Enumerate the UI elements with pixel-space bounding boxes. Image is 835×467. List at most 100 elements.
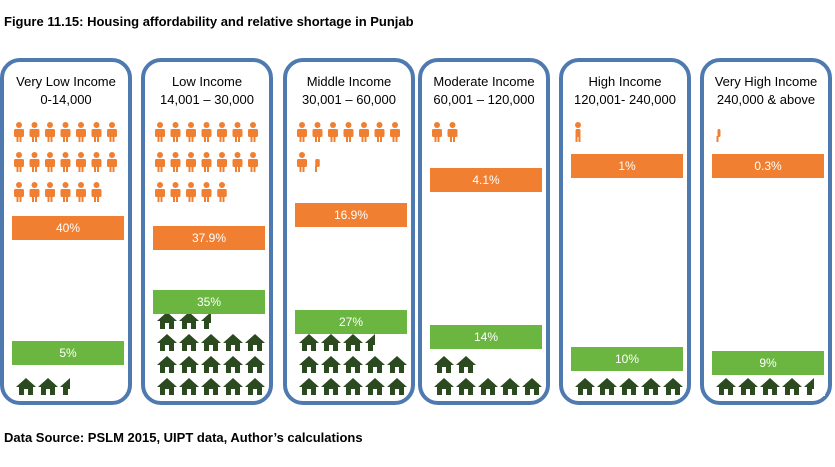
income-range-label: 120,001- 240,000	[574, 92, 676, 107]
house-icon	[663, 378, 683, 395]
person-icon	[186, 152, 196, 172]
income-range-label: 60,001 – 120,000	[433, 92, 535, 107]
house-icon	[575, 378, 595, 395]
person-icon	[14, 152, 24, 172]
person-icon	[575, 122, 581, 142]
person-icon	[155, 182, 165, 202]
person-icon	[14, 122, 24, 142]
house-icon	[201, 378, 221, 395]
house-icon	[245, 356, 265, 373]
person-icon	[297, 152, 307, 172]
category-label: Very Low Income	[16, 74, 116, 89]
person-icon	[312, 122, 323, 142]
person-icon	[186, 122, 196, 142]
house-icon	[522, 378, 542, 395]
person-icon	[91, 182, 102, 202]
house-icon	[201, 311, 222, 330]
house-icon	[456, 378, 476, 395]
person-icon	[60, 182, 71, 202]
person-icon	[45, 122, 55, 142]
icon-layer	[297, 122, 407, 395]
person-icon	[328, 122, 338, 142]
income-range-label: 0-14,000	[40, 92, 92, 107]
person-icon	[45, 152, 55, 172]
shortage-bar: 35%	[153, 290, 265, 314]
house-icon	[343, 356, 363, 373]
person-icon	[29, 182, 40, 202]
house-icon	[343, 378, 363, 395]
house-icon	[716, 378, 736, 395]
affordability-bar: 1%	[571, 154, 683, 178]
income-range-label: 30,001 – 60,000	[302, 92, 396, 107]
house-icon	[321, 334, 341, 351]
income-group-card: Very Low Income 0-14,000 40% 5%	[0, 58, 132, 405]
person-icon	[315, 159, 320, 172]
house-icon	[16, 378, 36, 395]
person-icon	[76, 122, 86, 142]
category-label: High Income	[588, 74, 662, 89]
house-icon	[365, 378, 385, 395]
chart-title: Figure 11.15: Housing affordability and …	[4, 14, 414, 29]
icon-layer	[14, 122, 117, 396]
house-icon	[738, 378, 758, 395]
house-icon	[201, 334, 221, 351]
person-icon	[45, 182, 55, 202]
house-icon	[179, 312, 199, 329]
shortage-bar: 9%	[712, 351, 824, 375]
house-icon	[245, 334, 265, 351]
person-icon	[432, 122, 442, 142]
affordability-bar: 37.9%	[153, 226, 265, 250]
income-group-card: Middle Income 30,001 – 60,000 16.9% 27%	[283, 58, 415, 405]
affordability-bar: 4.1%	[430, 168, 542, 192]
house-icon	[782, 378, 802, 395]
person-icon	[201, 122, 212, 142]
category-label: Moderate Income	[433, 74, 535, 89]
house-icon	[387, 378, 407, 395]
house-icon	[245, 378, 265, 395]
category-label: Middle Income	[306, 74, 392, 89]
icon-layer	[716, 129, 825, 396]
person-icon	[217, 182, 227, 202]
house-icon	[619, 378, 639, 395]
person-icon	[232, 122, 243, 142]
person-icon	[155, 152, 165, 172]
person-icon	[60, 122, 71, 142]
house-icon	[60, 377, 81, 396]
shortage-bar: 27%	[295, 310, 407, 334]
house-icon	[597, 378, 617, 395]
house-icon	[321, 378, 341, 395]
category-label: Very High Income	[714, 74, 818, 89]
person-icon	[170, 122, 181, 142]
house-icon	[223, 378, 243, 395]
icon-layer	[155, 122, 265, 395]
person-icon	[248, 122, 258, 142]
person-icon	[29, 122, 40, 142]
house-icon	[223, 356, 243, 373]
house-icon	[223, 334, 243, 351]
person-icon	[447, 122, 458, 142]
house-icon	[299, 378, 319, 395]
person-icon	[155, 122, 165, 142]
person-icon	[107, 152, 117, 172]
income-group-card: Moderate Income 60,001 – 120,000 4.1% 14%	[418, 58, 550, 405]
person-icon	[29, 152, 40, 172]
person-icon	[91, 152, 102, 172]
person-icon	[359, 122, 369, 142]
icon-layer	[575, 122, 683, 395]
shortage-bar: 5%	[12, 341, 124, 365]
data-source: Data Source: PSLM 2015, UIPT data, Autho…	[4, 430, 363, 445]
house-icon	[299, 334, 319, 351]
person-icon	[170, 182, 181, 202]
person-icon	[217, 152, 227, 172]
income-group-card: Very High Income 240,000 & above 0.3% 9%	[700, 58, 832, 405]
house-icon	[38, 378, 58, 395]
affordability-bar: 16.9%	[295, 203, 407, 227]
house-icon	[299, 356, 319, 373]
house-icon	[157, 334, 177, 351]
person-icon	[232, 152, 243, 172]
person-icon	[374, 122, 385, 142]
house-icon	[343, 334, 363, 351]
house-icon	[179, 378, 199, 395]
person-icon	[217, 122, 227, 142]
person-icon	[390, 122, 400, 142]
